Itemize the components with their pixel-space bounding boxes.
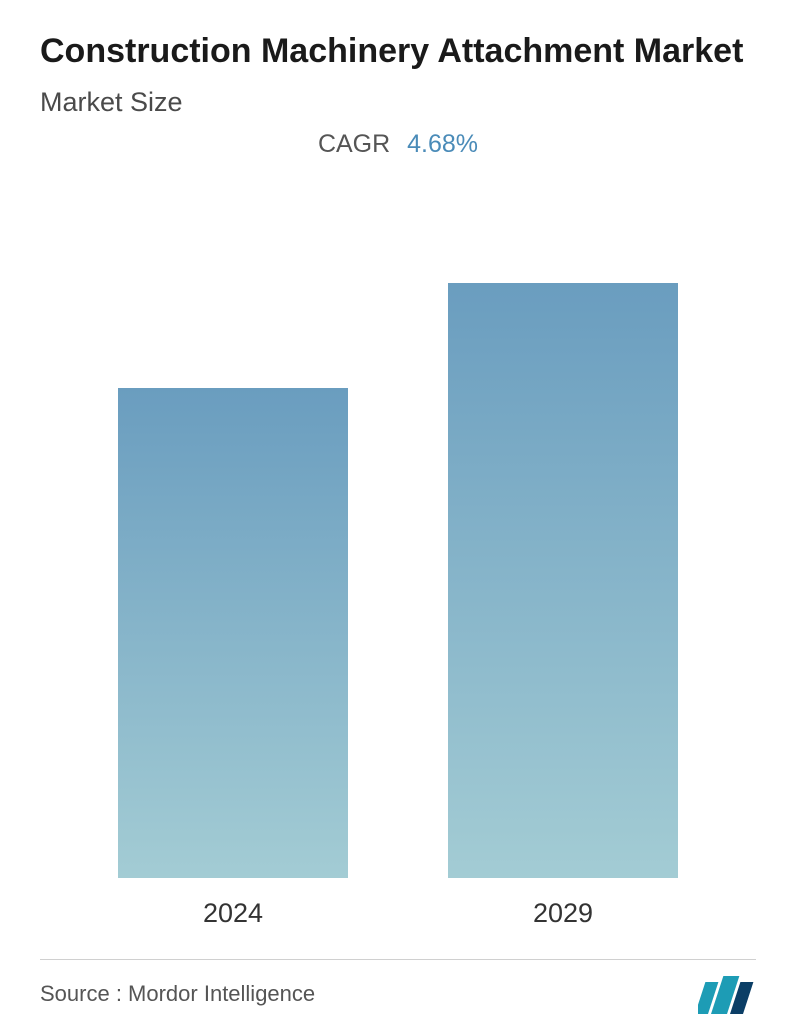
cagr-value: 4.68% xyxy=(407,130,478,158)
bar-1 xyxy=(448,283,678,878)
bar-label-0: 2024 xyxy=(203,898,263,929)
chart-plot-area: 2024 2029 xyxy=(40,199,756,950)
bar-label-1: 2029 xyxy=(533,898,593,929)
bar-group-1: 2029 xyxy=(448,283,678,929)
chart-footer: Source : Mordor Intelligence xyxy=(40,959,756,1014)
bar-0 xyxy=(118,388,348,878)
chart-subtitle: Market Size xyxy=(40,87,756,118)
chart-container: Construction Machinery Attachment Market… xyxy=(0,0,796,1034)
cagr-row: CAGR 4.68% xyxy=(40,130,756,159)
chart-title: Construction Machinery Attachment Market xyxy=(40,30,756,73)
cagr-label: CAGR xyxy=(318,130,390,158)
logo-icon xyxy=(698,974,756,1014)
bar-group-0: 2024 xyxy=(118,388,348,929)
source-text: Source : Mordor Intelligence xyxy=(40,981,315,1007)
